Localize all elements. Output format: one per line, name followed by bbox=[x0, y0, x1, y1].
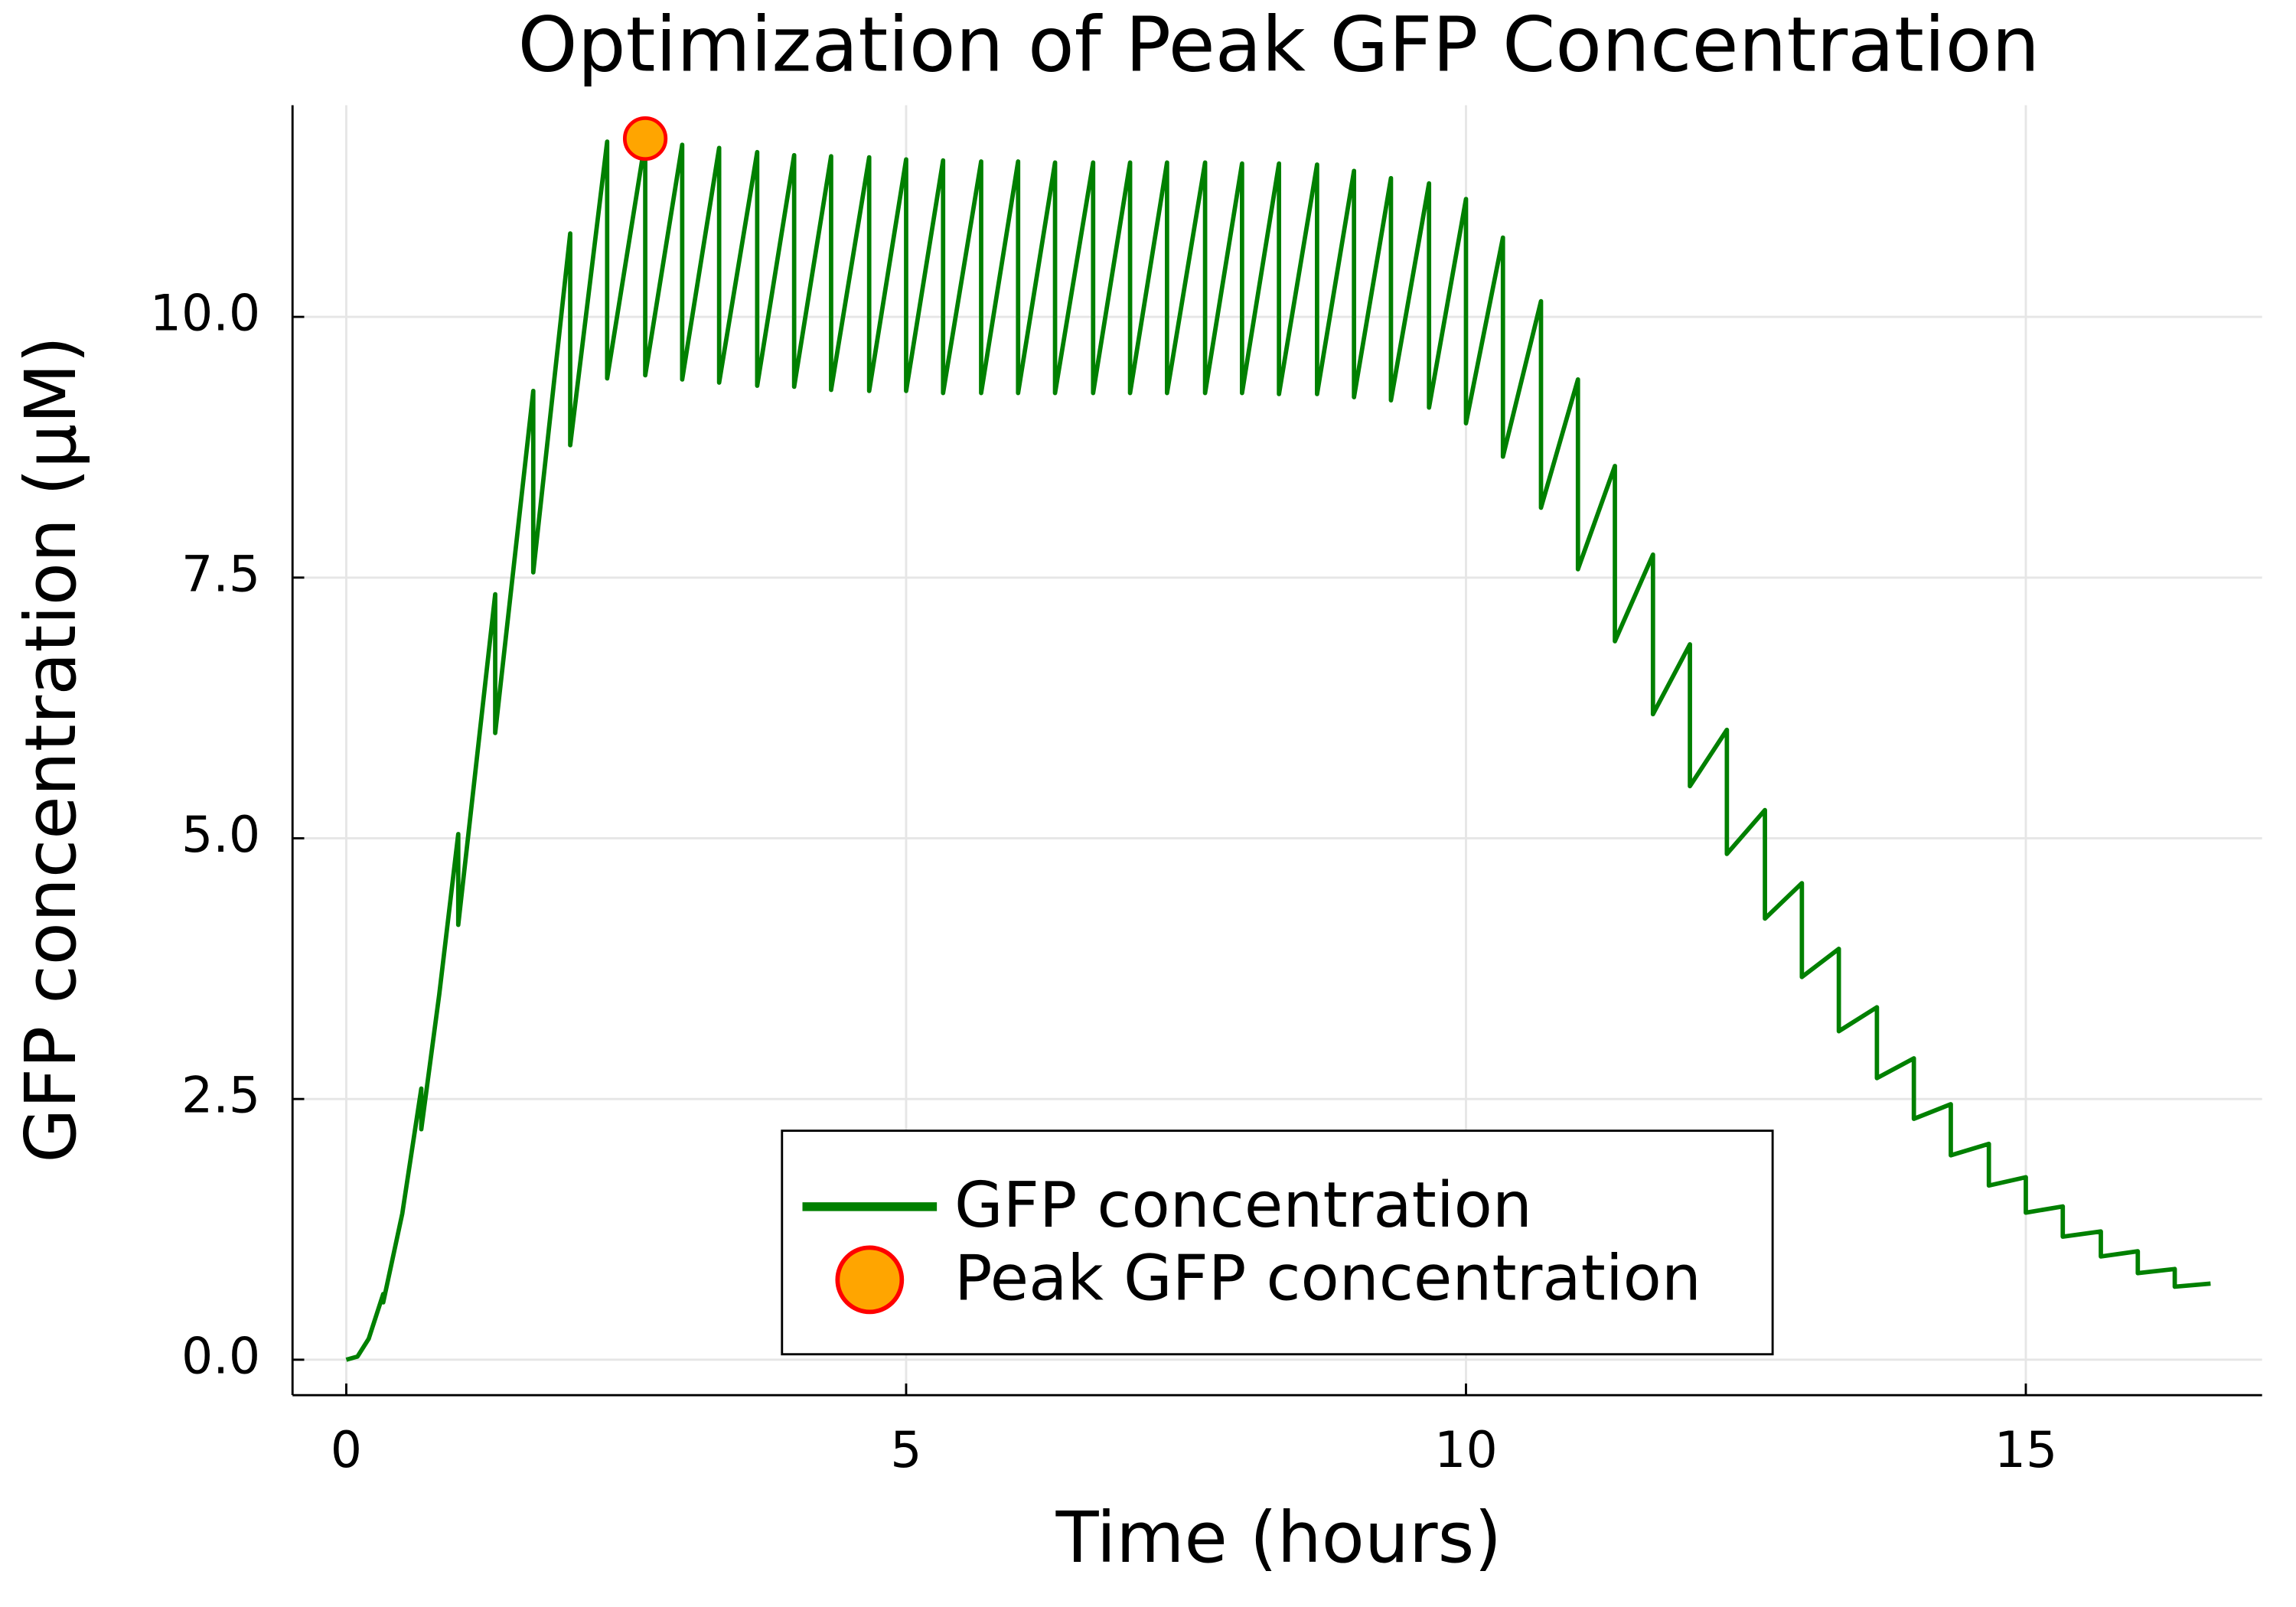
y-tick-label: 7.5 bbox=[181, 546, 260, 603]
y-axis-label: GFP concentration (μM) bbox=[10, 336, 92, 1163]
legend-marker bbox=[835, 1245, 905, 1315]
legend-label: Peak GFP concentration bbox=[954, 1243, 1701, 1315]
x-axis-label: Time (hours) bbox=[1055, 1497, 1502, 1579]
y-tick-label: 0.0 bbox=[181, 1328, 260, 1385]
y-tick-label: 10.0 bbox=[150, 285, 260, 343]
y-tick-label: 5.0 bbox=[181, 807, 260, 864]
legend-label: GFP concentration bbox=[954, 1169, 1532, 1242]
data-point bbox=[622, 116, 668, 161]
data-line bbox=[345, 138, 2211, 1362]
x-tick-label: 15 bbox=[1994, 1422, 2058, 1479]
x-tick-label: 10 bbox=[1434, 1422, 1498, 1479]
x-tick-label: 5 bbox=[890, 1422, 921, 1479]
chart-title: Optimization of Peak GFP Concentration bbox=[518, 1, 2040, 89]
x-tick-label: 0 bbox=[331, 1422, 362, 1479]
legend-box bbox=[781, 1129, 1774, 1356]
y-tick-label: 2.5 bbox=[181, 1068, 260, 1125]
